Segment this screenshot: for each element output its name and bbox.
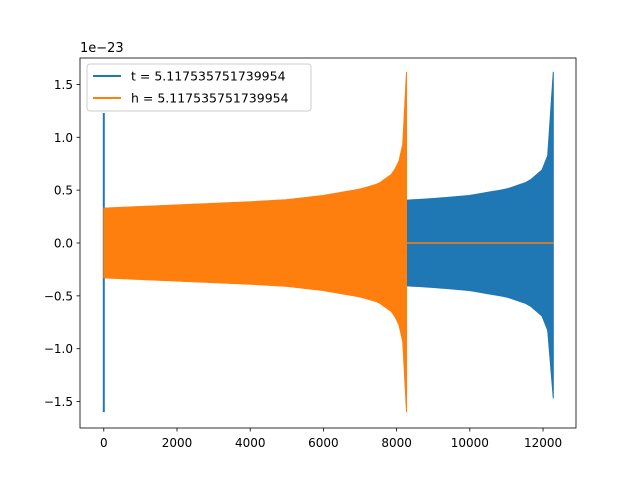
legend: t = 5.117535751739954 h = 5.1175357517399…: [86, 63, 312, 112]
x-tick-label: 6000: [308, 436, 339, 450]
x-tick-label: 8000: [381, 436, 412, 450]
y-tick-label: 1.0: [54, 131, 73, 145]
legend-entry: t = 5.117535751739954: [131, 69, 286, 84]
series-2-band: [103, 71, 408, 413]
series-2: [103, 71, 554, 413]
y-offset-label: 1e−23: [80, 41, 124, 56]
x-tick-label: 0: [100, 436, 108, 450]
x-tick-label: 12000: [524, 436, 562, 450]
x-tick-label: 10000: [451, 436, 489, 450]
y-axis: −1.5 −1.0 −0.5 0.0 0.5 1.0 1.5: [44, 78, 80, 409]
legend-box: [86, 63, 312, 112]
x-tick-label: 4000: [235, 436, 266, 450]
legend-entry: h = 5.117535751739954: [131, 91, 289, 106]
y-tick-label: 0.5: [54, 184, 73, 198]
y-tick-label: 0.0: [54, 237, 73, 251]
y-tick-label: −1.5: [44, 395, 73, 409]
y-tick-label: −1.0: [44, 342, 73, 356]
y-tick-label: −0.5: [44, 289, 73, 303]
y-tick-label: 1.5: [54, 78, 73, 92]
plot-layer: [102, 71, 554, 413]
x-tick-label: 2000: [162, 436, 193, 450]
x-axis: 0 2000 4000 6000 8000 10000 12000: [100, 428, 562, 450]
